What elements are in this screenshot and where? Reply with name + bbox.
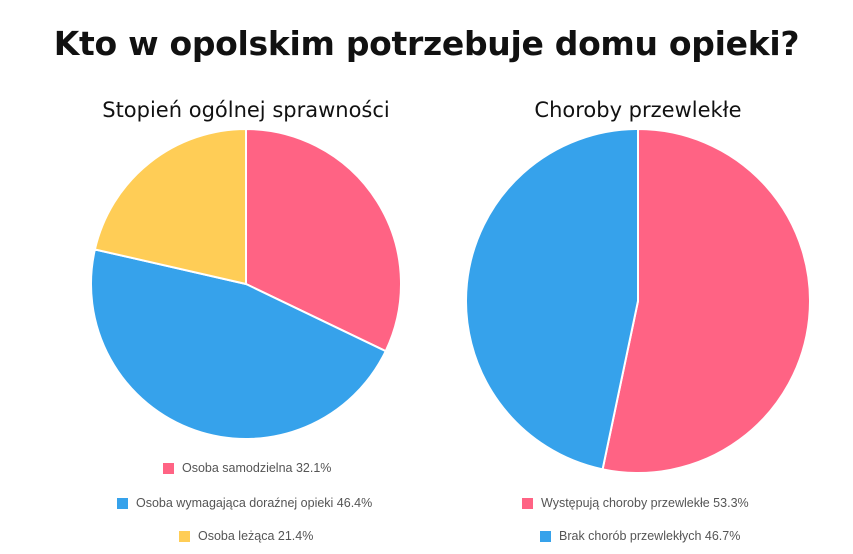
pie-chart-choroby bbox=[465, 127, 811, 474]
pie-slice-osoba-lezaca[interactable] bbox=[93, 127, 247, 286]
chart-title-choroby: Choroby przewlekłe bbox=[534, 98, 742, 122]
legend-swatch-blue bbox=[540, 530, 551, 542]
pie-slice-wystepuja-choroby-przewlekle[interactable] bbox=[601, 127, 811, 474]
legend-item-dorazna-opieka[interactable]: Osoba wymagająca doraźnej opieki 46.4% bbox=[117, 496, 372, 510]
pie-chart-sprawnosc bbox=[90, 127, 402, 440]
legend-swatch-pink bbox=[163, 462, 174, 474]
legend-label: Występują choroby przewlekłe 53.3% bbox=[541, 496, 749, 510]
pie-slice-osoba-wymagajaca-doraznej-opieki[interactable] bbox=[90, 248, 388, 440]
chart-title-sprawnosc: Stopień ogólnej sprawności bbox=[102, 98, 390, 122]
legend-swatch-pink bbox=[522, 497, 533, 509]
legend-item-lezaca[interactable]: Osoba leżąca 21.4% bbox=[179, 529, 313, 543]
legend-item-brak[interactable]: Brak chorób przewlekłych 46.7% bbox=[540, 529, 740, 543]
legend-label: Brak chorób przewlekłych 46.7% bbox=[559, 529, 741, 543]
page-title: Kto w opolskim potrzebuje domu opieki? bbox=[53, 24, 800, 63]
legend-label: Osoba samodzielna 32.1% bbox=[182, 461, 332, 475]
legend-swatch-blue bbox=[117, 497, 128, 509]
legend-item-samodzielna[interactable]: Osoba samodzielna 32.1% bbox=[163, 461, 331, 475]
pie-slice-brak-chorob-przewleklych[interactable] bbox=[465, 127, 639, 471]
legend-swatch-yellow bbox=[179, 530, 190, 542]
legend-item-wystepuja[interactable]: Występują choroby przewlekłe 53.3% bbox=[522, 496, 749, 510]
pie-slice-osoba-samodzielna[interactable] bbox=[245, 127, 402, 353]
legend-label: Osoba leżąca 21.4% bbox=[198, 529, 314, 543]
legend-label: Osoba wymagająca doraźnej opieki 46.4% bbox=[136, 496, 373, 510]
